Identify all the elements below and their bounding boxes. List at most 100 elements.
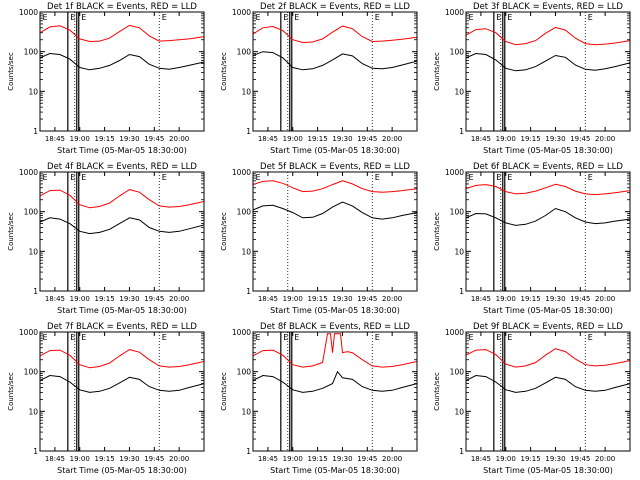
red-lld-series xyxy=(40,349,204,369)
x-tick-label: 19:00 xyxy=(496,295,516,303)
y-tick-label: 100 xyxy=(237,48,252,57)
x-axis-label: Start Time (05-Mar-05 18:30:00) xyxy=(483,306,613,315)
x-tick-label: 18:45 xyxy=(258,295,278,303)
x-tick-label: 19:45 xyxy=(144,135,164,143)
black-events-series xyxy=(253,51,417,71)
x-axis-label: Start Time (05-Mar-05 18:30:00) xyxy=(57,466,187,475)
x-tick-label: 19:30 xyxy=(332,135,352,143)
chart-title: Det 8f BLACK = Events, RED = LLD xyxy=(260,322,410,332)
x-tick-label: 19:45 xyxy=(570,135,590,143)
x-tick-label: 19:30 xyxy=(545,295,565,303)
plot-frame xyxy=(252,171,418,292)
y-tick-label: 1000 xyxy=(445,8,464,17)
y-tick-label: 1 xyxy=(33,447,38,456)
x-tick-label: 18:45 xyxy=(471,135,491,143)
chart-panel-3: Det 3f BLACK = Events, RED = LLD Counts/s… xyxy=(433,2,631,155)
chart-title: Det 7f BLACK = Events, RED = LLD xyxy=(47,322,197,332)
event-marker: E xyxy=(162,333,167,342)
x-tick-label: 20:00 xyxy=(382,135,402,143)
event-marker: E xyxy=(588,13,593,22)
y-tick-label: 10 xyxy=(28,407,38,416)
event-marker: E xyxy=(70,333,75,342)
x-tick-label: 19:00 xyxy=(283,455,303,463)
plot-frame xyxy=(252,11,418,132)
x-axis-label: Start Time (05-Mar-05 18:30:00) xyxy=(270,466,400,475)
series-group xyxy=(466,348,630,393)
event-marker: E xyxy=(294,13,299,22)
x-tick-label: 18:45 xyxy=(471,455,491,463)
red-lld-series xyxy=(40,24,204,43)
x-tick-label: 19:45 xyxy=(144,455,164,463)
event-marker: E xyxy=(496,173,501,182)
event-marker: E xyxy=(162,13,167,22)
x-tick-label: 19:30 xyxy=(545,455,565,463)
x-tick-label: 19:00 xyxy=(70,295,90,303)
plot-frame xyxy=(252,331,418,452)
event-marker: E xyxy=(468,13,473,22)
y-tick-label: 1000 xyxy=(19,8,38,17)
y-axis-label: Counts/sec xyxy=(220,212,228,251)
x-tick-label: 19:45 xyxy=(357,295,377,303)
x-tick-label: 18:45 xyxy=(258,135,278,143)
event-marker: E xyxy=(496,333,501,342)
x-tick-label: 19:45 xyxy=(357,455,377,463)
x-tick-label: 20:00 xyxy=(595,295,615,303)
black-events-series xyxy=(466,52,630,72)
y-tick-label: 100 xyxy=(237,368,252,377)
x-tick-label: 18:45 xyxy=(45,295,65,303)
x-tick-label: 19:30 xyxy=(332,295,352,303)
x-tick-label: 18:45 xyxy=(471,295,491,303)
chart-panel-7: Det 7f BLACK = Events, RED = LLD Counts/s… xyxy=(7,322,205,475)
plot-frame xyxy=(465,171,631,292)
y-tick-label: 1 xyxy=(459,287,464,296)
y-tick-label: 1 xyxy=(33,287,38,296)
event-marker: E xyxy=(294,333,299,342)
y-tick-label: 10 xyxy=(241,87,251,96)
x-axis-label: Start Time (05-Mar-05 18:30:00) xyxy=(57,146,187,155)
black-events-series xyxy=(253,370,417,393)
series-group xyxy=(466,183,630,226)
chart-panel-4: Det 4f BLACK = Events, RED = LLD Counts/s… xyxy=(7,162,205,315)
event-marker: E xyxy=(507,13,512,22)
y-tick-label: 1000 xyxy=(232,168,251,177)
x-tick-label: 19:30 xyxy=(119,295,139,303)
series-group xyxy=(253,333,417,393)
y-tick-label: 1 xyxy=(33,127,38,136)
chart-title: Det 5f BLACK = Events, RED = LLD xyxy=(260,162,410,172)
black-events-series xyxy=(253,201,417,220)
event-marker: E xyxy=(283,13,288,22)
y-tick-label: 10 xyxy=(28,247,38,256)
chart-panel-9: Det 9f BLACK = Events, RED = LLD Counts/s… xyxy=(433,322,631,475)
red-lld-series xyxy=(253,25,417,44)
y-tick-label: 1000 xyxy=(232,328,251,337)
y-axis-label: Counts/sec xyxy=(220,52,228,91)
chart-panel-1: Det 1f BLACK = Events, RED = LLD Counts/s… xyxy=(7,2,205,155)
event-marker: E xyxy=(588,333,593,342)
x-tick-label: 18:45 xyxy=(258,455,278,463)
series-group xyxy=(253,180,417,220)
event-marker: E xyxy=(70,13,75,22)
y-axis-label: Counts/sec xyxy=(433,212,441,251)
red-lld-series xyxy=(253,333,417,368)
x-tick-label: 19:30 xyxy=(332,455,352,463)
y-tick-label: 1 xyxy=(246,127,251,136)
series-group xyxy=(40,349,204,393)
chart-title: Det 1f BLACK = Events, RED = LLD xyxy=(47,2,197,12)
x-tick-label: 18:45 xyxy=(45,135,65,143)
y-tick-label: 1 xyxy=(459,127,464,136)
y-tick-label: 100 xyxy=(450,368,465,377)
x-tick-label: 20:00 xyxy=(382,455,402,463)
plot-frame xyxy=(39,171,205,292)
y-axis-label: Counts/sec xyxy=(7,212,15,251)
plot-frame xyxy=(465,11,631,132)
event-marker: E xyxy=(42,173,47,182)
x-tick-label: 19:00 xyxy=(496,455,516,463)
black-events-series xyxy=(466,374,630,393)
y-tick-label: 100 xyxy=(24,208,39,217)
x-tick-label: 19:15 xyxy=(521,295,541,303)
event-marker: E xyxy=(255,333,260,342)
event-marker: E xyxy=(81,13,86,22)
chart-title: Det 2f BLACK = Events, RED = LLD xyxy=(260,2,410,12)
x-tick-label: 19:45 xyxy=(570,455,590,463)
